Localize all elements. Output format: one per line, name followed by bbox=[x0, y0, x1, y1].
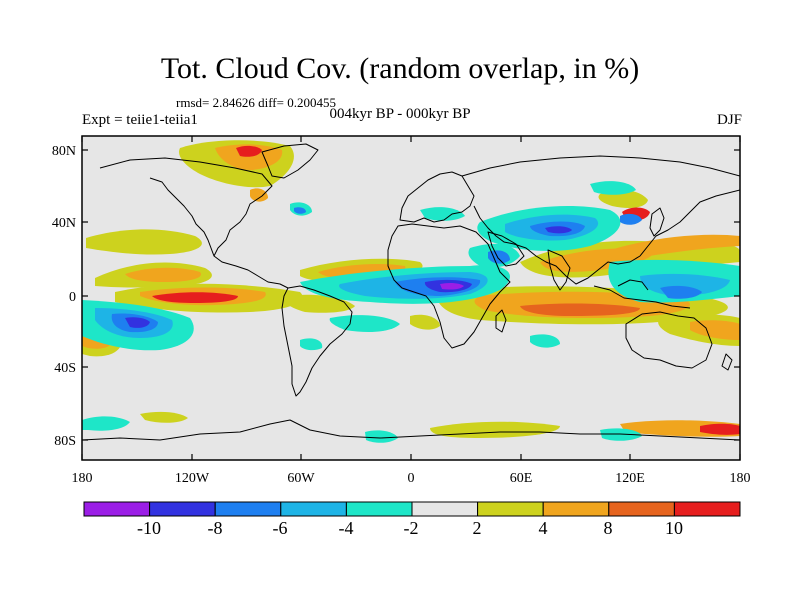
coastline-europe bbox=[399, 171, 475, 223]
coastline-australia bbox=[625, 311, 713, 369]
coastline-greenland bbox=[261, 143, 319, 179]
coastline-indonesia bbox=[593, 279, 691, 309]
anomaly-region-positive bbox=[700, 423, 740, 435]
x-tick-label: 120E bbox=[615, 471, 645, 486]
x-tick-label: 180 bbox=[730, 471, 751, 486]
coastline-japan bbox=[649, 207, 665, 237]
anomaly-region-positive bbox=[607, 234, 740, 260]
y-tick-label: 40S bbox=[54, 361, 76, 376]
anomaly-region-negative bbox=[620, 213, 642, 225]
anomaly-region-negative bbox=[600, 428, 642, 441]
x-tick-label: 120W bbox=[175, 471, 210, 486]
y-tick-label: 0 bbox=[69, 290, 76, 305]
colorbar-box bbox=[542, 501, 610, 517]
y-tick-labels: 80N 40N 0 40S 80S bbox=[52, 144, 76, 449]
colorbar-box bbox=[345, 501, 413, 517]
colorbar-box bbox=[83, 501, 151, 517]
period-label: 004kyr BP - 000kyr BP bbox=[329, 106, 471, 122]
anomaly-region-positive bbox=[250, 188, 268, 202]
anomaly-region-negative bbox=[82, 416, 130, 431]
anomaly-region-negative bbox=[365, 430, 398, 443]
x-tick-label: 0 bbox=[408, 471, 415, 486]
anomaly-region-negative bbox=[420, 207, 465, 221]
anomaly-region-negative bbox=[545, 226, 572, 234]
colorbar-box bbox=[411, 501, 479, 517]
anomaly-region-negative bbox=[294, 207, 306, 214]
anomaly-region-positive bbox=[520, 303, 640, 316]
colorbar-box bbox=[477, 501, 544, 517]
colorbar bbox=[83, 501, 741, 517]
coastline-south-america bbox=[281, 285, 353, 397]
anomaly-region-positive bbox=[125, 267, 201, 282]
anomaly-region-positive bbox=[86, 229, 202, 255]
experiment-label: Expt = teiie1-teiia1 bbox=[82, 112, 198, 128]
anomaly-contours bbox=[82, 140, 740, 443]
anomaly-region-positive bbox=[410, 314, 440, 330]
colorbar-box bbox=[149, 501, 216, 517]
anomaly-region-negative bbox=[300, 338, 323, 351]
plot-title: Tot. Cloud Cov. (random overlap, in %) bbox=[160, 52, 640, 85]
coastlines bbox=[82, 143, 740, 441]
y-tick-label: 40N bbox=[52, 216, 76, 231]
colorbar-box bbox=[280, 501, 347, 517]
colorbar-box bbox=[608, 501, 675, 517]
season-label: DJF bbox=[716, 112, 742, 128]
coastline-madagascar bbox=[495, 309, 507, 333]
y-tick-label: 80N bbox=[52, 144, 76, 159]
y-tick-label: 80S bbox=[54, 434, 76, 449]
map-panel bbox=[81, 135, 741, 461]
anomaly-region-negative bbox=[590, 181, 636, 195]
coastline-india bbox=[547, 249, 571, 291]
anomaly-region-negative bbox=[530, 334, 560, 348]
stats-label: rmsd= 2.84626 diff= 0.200455 bbox=[176, 95, 336, 110]
coastline-asia bbox=[461, 155, 740, 285]
coastline-north-america bbox=[99, 157, 289, 289]
anomaly-region-negative bbox=[488, 250, 510, 264]
anomaly-region-positive bbox=[152, 292, 238, 303]
x-tick-label: 60W bbox=[287, 471, 315, 486]
x-tick-label: 60E bbox=[510, 471, 533, 486]
anomaly-region-positive bbox=[140, 411, 188, 423]
colorbar-box bbox=[673, 501, 741, 517]
x-tick-label: 180 bbox=[72, 471, 93, 486]
coastline-arabia bbox=[487, 231, 525, 267]
coastline-new-zealand bbox=[721, 353, 733, 371]
axis-ticks bbox=[81, 136, 741, 460]
anomaly-region-negative bbox=[125, 317, 150, 328]
x-tick-labels: 180 120W 60W 0 60E 120E 180 bbox=[72, 471, 751, 486]
coastline-antarctica bbox=[82, 419, 740, 441]
anomaly-region-negative bbox=[440, 282, 464, 290]
coastline-africa bbox=[387, 223, 511, 349]
colorbar-box bbox=[214, 501, 282, 517]
anomaly-region-negative bbox=[660, 285, 702, 299]
anomaly-region-positive bbox=[236, 145, 262, 157]
